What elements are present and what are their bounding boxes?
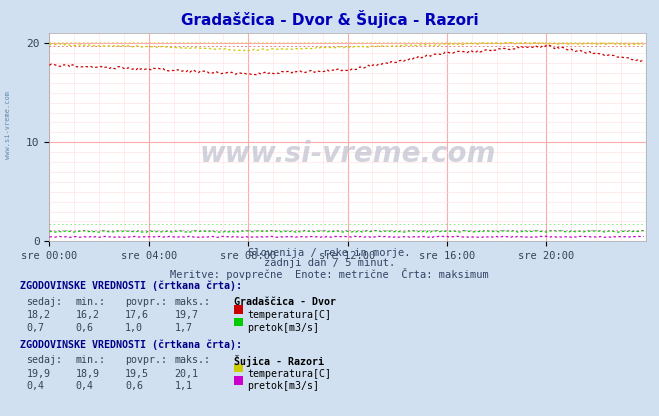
Text: 19,5: 19,5	[125, 369, 149, 379]
Text: 18,9: 18,9	[76, 369, 100, 379]
Text: 18,2: 18,2	[26, 310, 50, 320]
Text: povpr.:: povpr.:	[125, 355, 167, 365]
Text: 0,4: 0,4	[76, 381, 94, 391]
Text: www.si-vreme.com: www.si-vreme.com	[200, 140, 496, 168]
Text: Meritve: povprečne  Enote: metrične  Črta: maksimum: Meritve: povprečne Enote: metrične Črta:…	[170, 268, 489, 280]
Text: 19,7: 19,7	[175, 310, 198, 320]
Text: Slovenija / reke in morje.: Slovenija / reke in morje.	[248, 248, 411, 258]
Text: 1,1: 1,1	[175, 381, 192, 391]
Text: 16,2: 16,2	[76, 310, 100, 320]
Text: 17,6: 17,6	[125, 310, 149, 320]
Text: 0,6: 0,6	[125, 381, 143, 391]
Text: www.si-vreme.com: www.si-vreme.com	[5, 91, 11, 159]
Text: temperatura[C]: temperatura[C]	[247, 310, 331, 320]
Text: zadnji dan / 5 minut.: zadnji dan / 5 minut.	[264, 258, 395, 268]
Text: Gradaščica - Dvor & Šujica - Razori: Gradaščica - Dvor & Šujica - Razori	[181, 10, 478, 28]
Text: sedaj:: sedaj:	[26, 297, 63, 307]
Text: 20,1: 20,1	[175, 369, 198, 379]
Text: min.:: min.:	[76, 355, 106, 365]
Text: povpr.:: povpr.:	[125, 297, 167, 307]
Text: maks.:: maks.:	[175, 297, 211, 307]
Text: min.:: min.:	[76, 297, 106, 307]
Text: pretok[m3/s]: pretok[m3/s]	[247, 381, 319, 391]
Text: 0,4: 0,4	[26, 381, 44, 391]
Text: Gradaščica - Dvor: Gradaščica - Dvor	[234, 297, 336, 307]
Text: 0,7: 0,7	[26, 323, 44, 333]
Text: ZGODOVINSKE VREDNOSTI (črtkana črta):: ZGODOVINSKE VREDNOSTI (črtkana črta):	[20, 281, 242, 291]
Text: pretok[m3/s]: pretok[m3/s]	[247, 323, 319, 333]
Text: sedaj:: sedaj:	[26, 355, 63, 365]
Text: temperatura[C]: temperatura[C]	[247, 369, 331, 379]
Text: ZGODOVINSKE VREDNOSTI (črtkana črta):: ZGODOVINSKE VREDNOSTI (črtkana črta):	[20, 339, 242, 350]
Text: maks.:: maks.:	[175, 355, 211, 365]
Text: Šujica - Razori: Šujica - Razori	[234, 355, 324, 367]
Text: 19,9: 19,9	[26, 369, 50, 379]
Text: 0,6: 0,6	[76, 323, 94, 333]
Text: 1,7: 1,7	[175, 323, 192, 333]
Text: 1,0: 1,0	[125, 323, 143, 333]
